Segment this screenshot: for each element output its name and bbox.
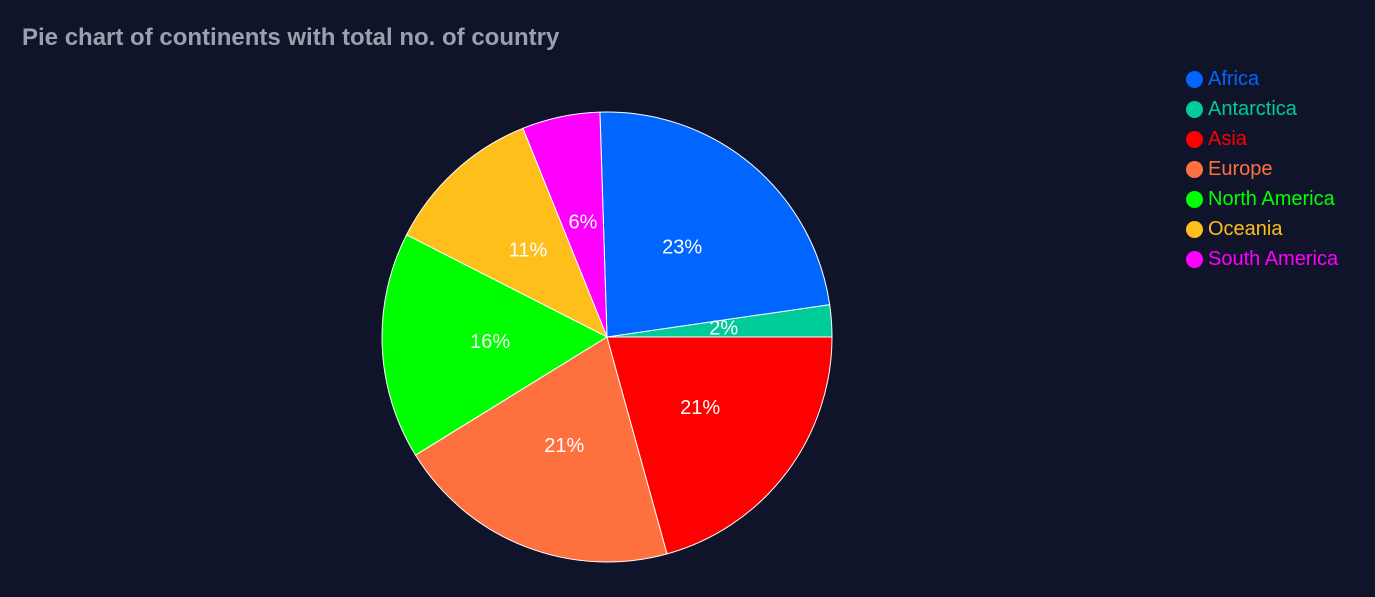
legend-item-africa[interactable]: Africa — [1186, 64, 1338, 94]
legend-item-south-america[interactable]: South America — [1186, 244, 1338, 274]
slice-label-oceania: 11% — [509, 240, 548, 262]
pie-slice-oceania[interactable] — [405, 127, 608, 339]
pie-slice-north-america[interactable] — [381, 234, 609, 456]
pie-slice-europe[interactable] — [414, 336, 668, 563]
legend-label: Antarctica — [1208, 97, 1297, 120]
legend-label: Oceania — [1208, 217, 1283, 240]
slice-label-antarctica: 2% — [709, 318, 738, 340]
legend-label: North America — [1208, 187, 1335, 210]
legend-swatch — [1186, 130, 1203, 148]
legend-label: Asia — [1208, 127, 1247, 150]
legend-swatch — [1186, 220, 1203, 238]
legend-item-europe[interactable]: Europe — [1186, 154, 1338, 184]
slice-label-north-america: 16% — [470, 331, 510, 353]
pie-slices — [381, 111, 833, 563]
legend-swatch — [1186, 100, 1203, 118]
slice-label-south-america: 6% — [568, 212, 597, 234]
legend-swatch — [1186, 160, 1203, 178]
chart-legend: Africa Antarctica Asia Europe North America O… — [1186, 64, 1338, 274]
slice-label-africa: 23% — [662, 236, 702, 258]
legend-item-oceania[interactable]: Oceania — [1186, 214, 1338, 244]
slice-label-asia: 21% — [680, 397, 720, 419]
legend-label: South America — [1208, 247, 1339, 270]
pie-slice-africa[interactable] — [599, 111, 831, 338]
legend-label: Europe — [1208, 157, 1273, 180]
pie-slice-labels: 2% 23% 6% 11% 16% 21% 21% — [470, 212, 738, 457]
pie-slice-asia[interactable] — [606, 336, 833, 555]
slice-label-europe: 21% — [544, 435, 584, 457]
chart-title: Pie chart of continents with total no. o… — [22, 24, 560, 51]
legend-item-asia[interactable]: Asia — [1186, 124, 1338, 154]
legend-swatch — [1186, 70, 1203, 88]
legend-swatch — [1186, 190, 1203, 208]
legend-label: Africa — [1208, 67, 1260, 90]
legend-item-antarctica[interactable]: Antarctica — [1186, 94, 1338, 124]
legend-swatch — [1186, 250, 1203, 268]
legend-item-north-america[interactable]: North America — [1186, 184, 1338, 214]
